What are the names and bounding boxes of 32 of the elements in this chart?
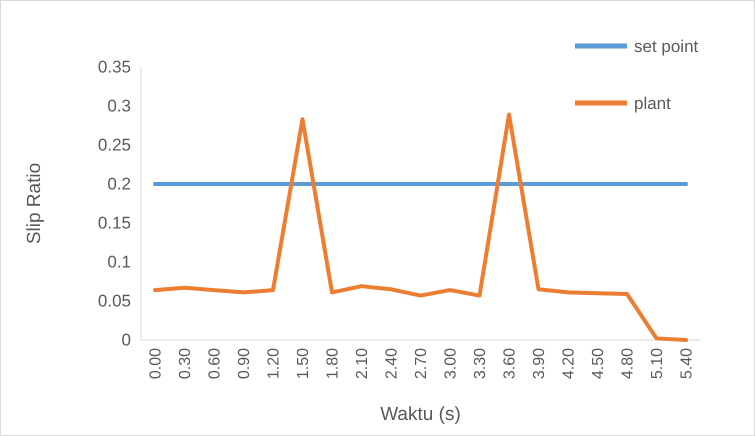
x-tick-label: 3.60: [502, 348, 519, 380]
x-tick-label: 0.30: [177, 348, 194, 380]
x-tick-label: 3.90: [531, 348, 548, 380]
x-tick-label: 3.30: [472, 348, 490, 380]
x-tick-label: 4.50: [590, 348, 608, 380]
y-tick-label: 0.2: [107, 174, 131, 194]
y-tick-label: 0.3: [107, 96, 131, 116]
y-tick-label: 0.25: [98, 135, 131, 154]
legend-label: set point: [634, 36, 699, 56]
x-tick-label: 2.70: [413, 348, 430, 380]
x-tick-label: 3.00: [442, 348, 460, 380]
x-tick-label: 1.80: [324, 348, 342, 380]
x-tick-label: 2.10: [354, 348, 372, 380]
x-tick-label: 1.20: [266, 348, 283, 380]
x-tick-label: 1.50: [295, 348, 312, 380]
x-tick-label: 4.20: [560, 348, 578, 380]
y-tick-label: 0.05: [98, 291, 131, 310]
line-series: [153, 112, 688, 342]
y-tick-label: 0: [122, 330, 131, 350]
x-tick-label: 0.60: [206, 348, 224, 380]
x-tick-label: 0.90: [236, 348, 254, 380]
x-tick-label: 2.40: [384, 348, 401, 380]
y-tick-label: 0.15: [98, 213, 131, 232]
legend-label: plant: [634, 94, 672, 113]
x-tick-label: 5.10: [649, 348, 666, 380]
y-axis-title: Slip Ratio: [24, 162, 45, 244]
y-tick-label: 0.1: [107, 252, 131, 272]
x-tick-label: 0.00: [148, 348, 165, 380]
x-axis-title: Waktu (s): [380, 404, 461, 425]
x-tick-label: 4.80: [620, 348, 637, 380]
y-tick-label: 0.35: [98, 57, 131, 76]
x-tick-label: 5.40: [678, 348, 696, 380]
